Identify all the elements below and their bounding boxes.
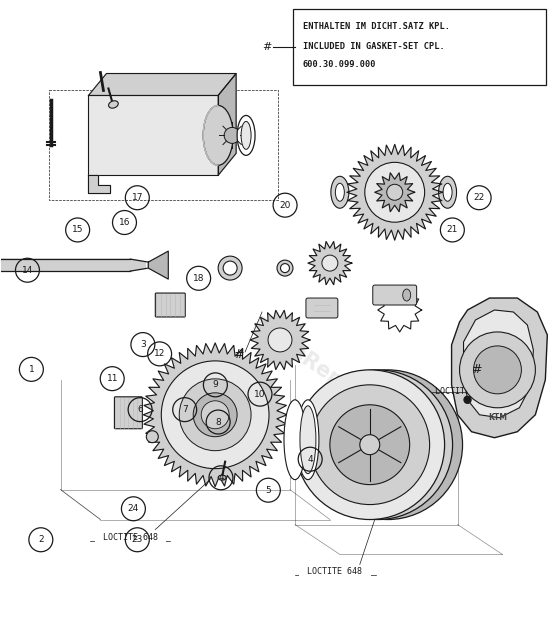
Text: 16: 16: [119, 218, 130, 227]
Ellipse shape: [237, 116, 255, 155]
Text: PartsRepublik: PartsRepublik: [247, 314, 393, 425]
Circle shape: [295, 370, 444, 520]
Circle shape: [268, 328, 292, 352]
Circle shape: [365, 162, 425, 222]
Ellipse shape: [284, 400, 306, 479]
Ellipse shape: [241, 122, 251, 150]
Text: 4: 4: [218, 473, 224, 483]
Text: 12: 12: [154, 350, 165, 358]
Polygon shape: [88, 73, 236, 96]
Text: KTM: KTM: [488, 413, 507, 422]
Text: 5: 5: [266, 486, 271, 495]
Circle shape: [387, 184, 402, 200]
Polygon shape: [88, 175, 111, 193]
Circle shape: [179, 379, 251, 451]
Text: 23: 23: [131, 535, 143, 544]
Text: #: #: [471, 363, 482, 376]
Text: 11: 11: [106, 374, 118, 383]
Circle shape: [303, 370, 453, 520]
Text: 7: 7: [182, 405, 188, 414]
Text: 14: 14: [22, 266, 33, 274]
Text: LOCTITE 243: LOCTITE 243: [434, 388, 490, 396]
Ellipse shape: [331, 176, 349, 208]
Ellipse shape: [300, 406, 316, 474]
Text: LOCTITE 648: LOCTITE 648: [307, 567, 362, 576]
Circle shape: [193, 393, 237, 437]
Ellipse shape: [203, 106, 233, 165]
Text: ENTHALTEN IM DICHT.SATZ KPL.: ENTHALTEN IM DICHT.SATZ KPL.: [303, 22, 450, 31]
Polygon shape: [218, 73, 236, 175]
Polygon shape: [452, 298, 547, 438]
Polygon shape: [143, 343, 287, 487]
Ellipse shape: [297, 400, 319, 479]
Text: 9: 9: [212, 380, 218, 389]
Circle shape: [473, 346, 522, 394]
Polygon shape: [347, 144, 443, 240]
Circle shape: [146, 431, 158, 443]
Polygon shape: [1, 259, 145, 271]
Ellipse shape: [218, 475, 226, 480]
Circle shape: [360, 435, 380, 455]
Text: #: #: [233, 348, 243, 361]
Text: 3: 3: [140, 340, 146, 349]
Polygon shape: [148, 251, 168, 279]
FancyBboxPatch shape: [306, 298, 338, 318]
Polygon shape: [463, 310, 533, 418]
Circle shape: [224, 127, 240, 143]
Polygon shape: [308, 242, 352, 284]
Text: 10: 10: [254, 389, 266, 399]
Circle shape: [313, 370, 462, 520]
Polygon shape: [375, 173, 415, 212]
Circle shape: [201, 401, 229, 428]
Text: #: #: [262, 42, 272, 52]
Ellipse shape: [443, 183, 452, 201]
Circle shape: [464, 396, 471, 403]
Ellipse shape: [277, 260, 293, 276]
Text: 8: 8: [215, 417, 221, 427]
Ellipse shape: [223, 261, 237, 275]
FancyBboxPatch shape: [115, 397, 143, 428]
Text: 15: 15: [72, 225, 83, 235]
Ellipse shape: [402, 289, 411, 301]
Ellipse shape: [218, 256, 242, 280]
Polygon shape: [250, 310, 310, 369]
Text: 21: 21: [447, 225, 458, 235]
Ellipse shape: [108, 101, 119, 108]
Circle shape: [162, 361, 269, 469]
Text: 20: 20: [280, 201, 291, 210]
Ellipse shape: [335, 183, 344, 201]
Text: 1: 1: [29, 365, 34, 374]
Ellipse shape: [281, 263, 290, 273]
Text: 24: 24: [128, 504, 139, 514]
Text: 18: 18: [193, 274, 205, 283]
FancyBboxPatch shape: [155, 293, 185, 317]
Text: 22: 22: [473, 193, 485, 202]
Text: 600.30.099.000: 600.30.099.000: [303, 60, 376, 69]
Text: 2: 2: [38, 535, 44, 544]
Text: 4: 4: [307, 455, 313, 464]
Circle shape: [459, 332, 536, 408]
Circle shape: [322, 255, 338, 271]
FancyBboxPatch shape: [293, 9, 546, 84]
Circle shape: [330, 405, 410, 484]
Circle shape: [310, 385, 430, 505]
Text: LOCTITE 648: LOCTITE 648: [103, 533, 158, 542]
Text: INCLUDED IN GASKET-SET CPL.: INCLUDED IN GASKET-SET CPL.: [303, 42, 445, 51]
Text: 6: 6: [137, 405, 143, 414]
Ellipse shape: [439, 176, 457, 208]
FancyBboxPatch shape: [373, 285, 416, 305]
FancyBboxPatch shape: [88, 96, 218, 175]
Text: 17: 17: [131, 193, 143, 202]
